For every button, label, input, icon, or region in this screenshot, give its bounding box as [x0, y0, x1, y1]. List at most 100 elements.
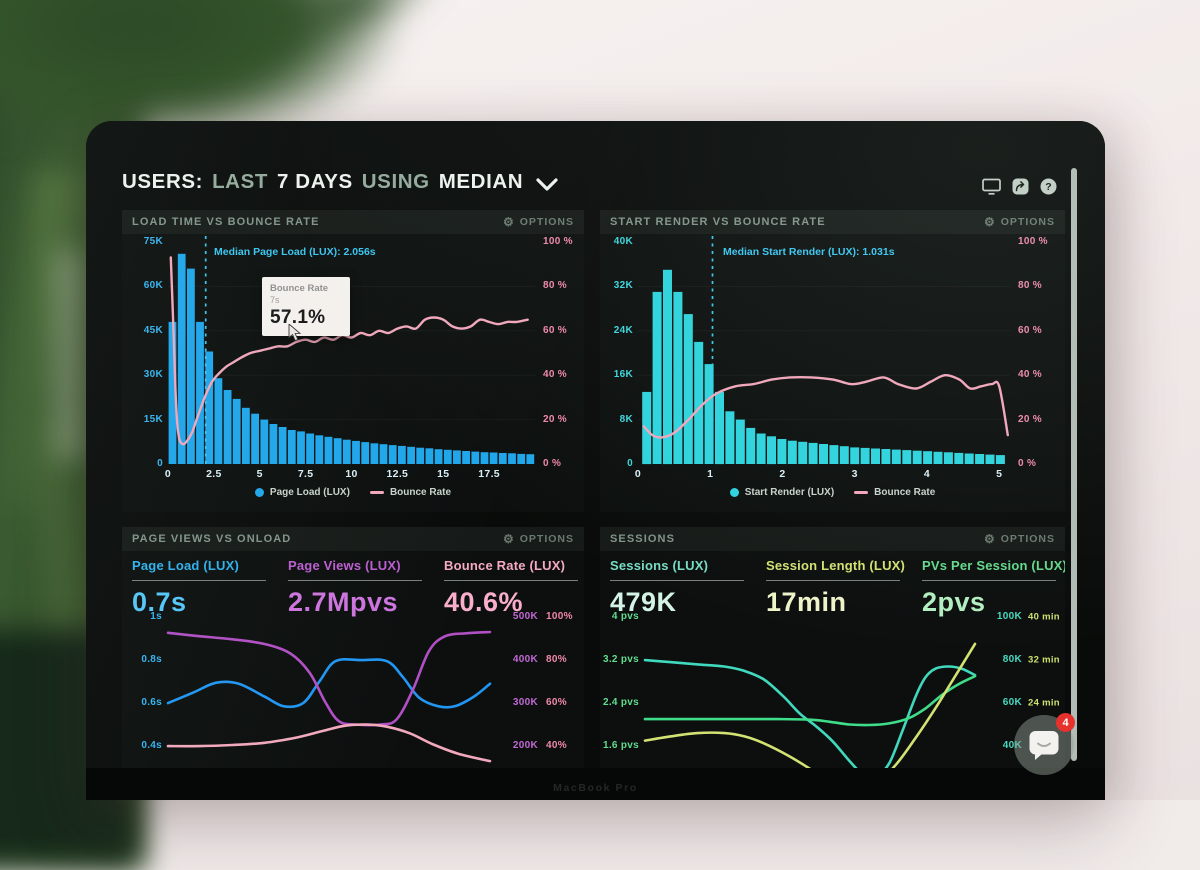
laptop-screen: USERS: LAST 7 DAYS USING MEDIAN ? LOAD T… [86, 121, 1105, 800]
axis-tick: 100 % [543, 236, 573, 247]
axis-tick: 0.8s [141, 654, 162, 665]
tooltip-value: 57.1% [270, 307, 326, 328]
panel-header: SESSIONS ⚙ OPTIONS [600, 527, 1065, 551]
metric-value: 40.6% [444, 587, 524, 617]
axis-tick: 200K [512, 740, 538, 751]
axis-tick: 60K [143, 280, 163, 292]
axis-tick: 12.5 [386, 467, 409, 480]
title-using: USING [361, 170, 430, 193]
options-button[interactable]: ⚙ OPTIONS [503, 533, 574, 545]
metric-underline [288, 580, 422, 581]
mouse-cursor [288, 324, 302, 342]
panel-title: START RENDER VS BOUNCE RATE [610, 216, 826, 228]
axis-tick: 0 % [1018, 458, 1037, 469]
axis-tick: 1 [707, 467, 714, 480]
axis-tick: 0 [164, 467, 172, 480]
metric-underline [444, 580, 578, 581]
panel-title: SESSIONS [610, 533, 676, 545]
dashboard-title-dropdown[interactable]: USERS: LAST 7 DAYS USING MEDIAN [122, 170, 558, 194]
options-button[interactable]: ⚙ OPTIONS [503, 216, 574, 228]
chart-tooltip: Bounce Rate 7s 57.1% [262, 277, 350, 336]
legend-line-swatch [369, 491, 384, 494]
axis-tick: 1.6 pvs [602, 740, 639, 751]
metric-label: Sessions (LUX) [610, 558, 709, 573]
axis-tick: 15 [437, 467, 450, 480]
panel-page-views-vs-onload: PAGE VIEWS VS ONLOAD ⚙ OPTIONS Page Load… [122, 527, 584, 768]
metric-value: 479K [610, 587, 677, 617]
legend-item: Page Load (LUX) [254, 487, 350, 498]
legend-dot [729, 488, 739, 497]
axis-tick: 400K [512, 654, 538, 665]
axis-tick: 80K [1002, 654, 1022, 665]
laptop-brand-text: MacBook Pro [553, 782, 638, 794]
metric-underline [132, 580, 266, 581]
panel-header: LOAD TIME VS BOUNCE RATE ⚙ OPTIONS [122, 210, 584, 234]
share-icon[interactable] [1012, 178, 1029, 195]
page-views-chart: 1s 0.8s 0.6s 0.4s 500K 400K 300K 200K 100% 80% 60%… [122, 527, 584, 768]
legend-line-swatch [854, 491, 869, 494]
axis-tick: 40 % [543, 369, 567, 381]
panel-title: PAGE VIEWS VS ONLOAD [132, 533, 292, 545]
page-views-lines [166, 630, 492, 763]
axis-tick: 2.5 [206, 467, 222, 480]
axis-tick: 40% [546, 740, 567, 751]
axis-tick: 4 [923, 467, 930, 480]
axis-tick: 3.2 pvs [602, 654, 639, 665]
metric: Page Load (LUX) 0.7s [132, 558, 278, 618]
axis-tick: 32 min [1028, 654, 1060, 666]
metric-value: 2.7Mpvs [288, 587, 399, 617]
legend-label: Bounce Rate [389, 487, 452, 498]
axis-tick: 40K [613, 236, 633, 247]
scrollbar[interactable] [1071, 168, 1077, 761]
display-icon[interactable] [982, 178, 1001, 195]
svg-text:?: ? [1045, 181, 1051, 193]
options-button[interactable]: ⚙ OPTIONS [984, 533, 1055, 545]
options-label: OPTIONS [519, 533, 574, 545]
axis-tick: 3 [851, 467, 858, 480]
start-render-chart: 40K 32K 24K 16K 8K 0 100 % 80 % 60 % 40 % 20 % 0 % 0… [600, 210, 1065, 512]
axis-tick: 10 [345, 467, 358, 480]
axis-tick: 0 % [543, 458, 562, 469]
axis-tick: 24 min [1028, 697, 1060, 709]
axis-tick: 5 [996, 467, 1003, 480]
axis-tick: 2.4 pvs [602, 697, 639, 708]
axis-tick: 80% [546, 654, 567, 665]
axis-tick: 20 % [1018, 413, 1042, 425]
notification-badge: 4 [1056, 713, 1075, 732]
gear-icon: ⚙ [502, 532, 515, 546]
axis-tick: 17.5 [478, 467, 500, 480]
panel-load-time-vs-bounce-rate: LOAD TIME VS BOUNCE RATE ⚙ OPTIONS 75K 60… [122, 210, 584, 512]
axis-tick: 60% [546, 697, 567, 708]
legend-item: Bounce Rate [854, 487, 935, 498]
axis-tick: 0.4s [141, 740, 162, 751]
axis-tick: 30K [143, 369, 163, 381]
chart-legend: Page Load (LUX) Bounce Rate [122, 487, 584, 498]
metric: Sessions (LUX) 479K [610, 558, 756, 618]
legend-label: Page Load (LUX) [269, 487, 350, 498]
median-annotation: Median Start Render (LUX): 1.031s [723, 246, 895, 258]
panel-start-render-vs-bounce-rate: START RENDER VS BOUNCE RATE ⚙ OPTIONS 40… [600, 210, 1065, 512]
axis-tick: 0 [627, 458, 633, 469]
gear-icon: ⚙ [983, 532, 996, 546]
tooltip-series: Bounce Rate [270, 283, 329, 294]
axis-tick: 8K [619, 413, 633, 425]
chat-widget-button[interactable]: 4 [1014, 713, 1075, 775]
axis-tick: 0 [634, 467, 642, 480]
gear-icon: ⚙ [502, 215, 515, 229]
axis-tick: 4 pvs [611, 611, 639, 622]
metric: PVs Per Session (LUX) 2pvs [922, 558, 1065, 618]
laptop-bezel: MacBook Pro [86, 768, 1105, 800]
legend-label: Bounce Rate [874, 487, 936, 498]
axis-tick: 32K [613, 280, 633, 292]
chat-bubble-icon [1029, 731, 1059, 760]
sessions-lines [643, 642, 977, 768]
axis-tick: 20 % [543, 413, 567, 425]
metric-value: 17min [766, 587, 847, 617]
axis-tick: 0.6s [141, 697, 162, 708]
metrics-row: Sessions (LUX) 479K Session Length (LUX) 17… [610, 558, 1065, 618]
chevron-down-icon [536, 177, 558, 191]
axis-tick: 80 % [543, 280, 567, 292]
dashboard-app: USERS: LAST 7 DAYS USING MEDIAN ? LOAD T… [86, 121, 1105, 800]
help-icon[interactable]: ? [1040, 178, 1057, 195]
options-button[interactable]: ⚙ OPTIONS [984, 216, 1055, 228]
